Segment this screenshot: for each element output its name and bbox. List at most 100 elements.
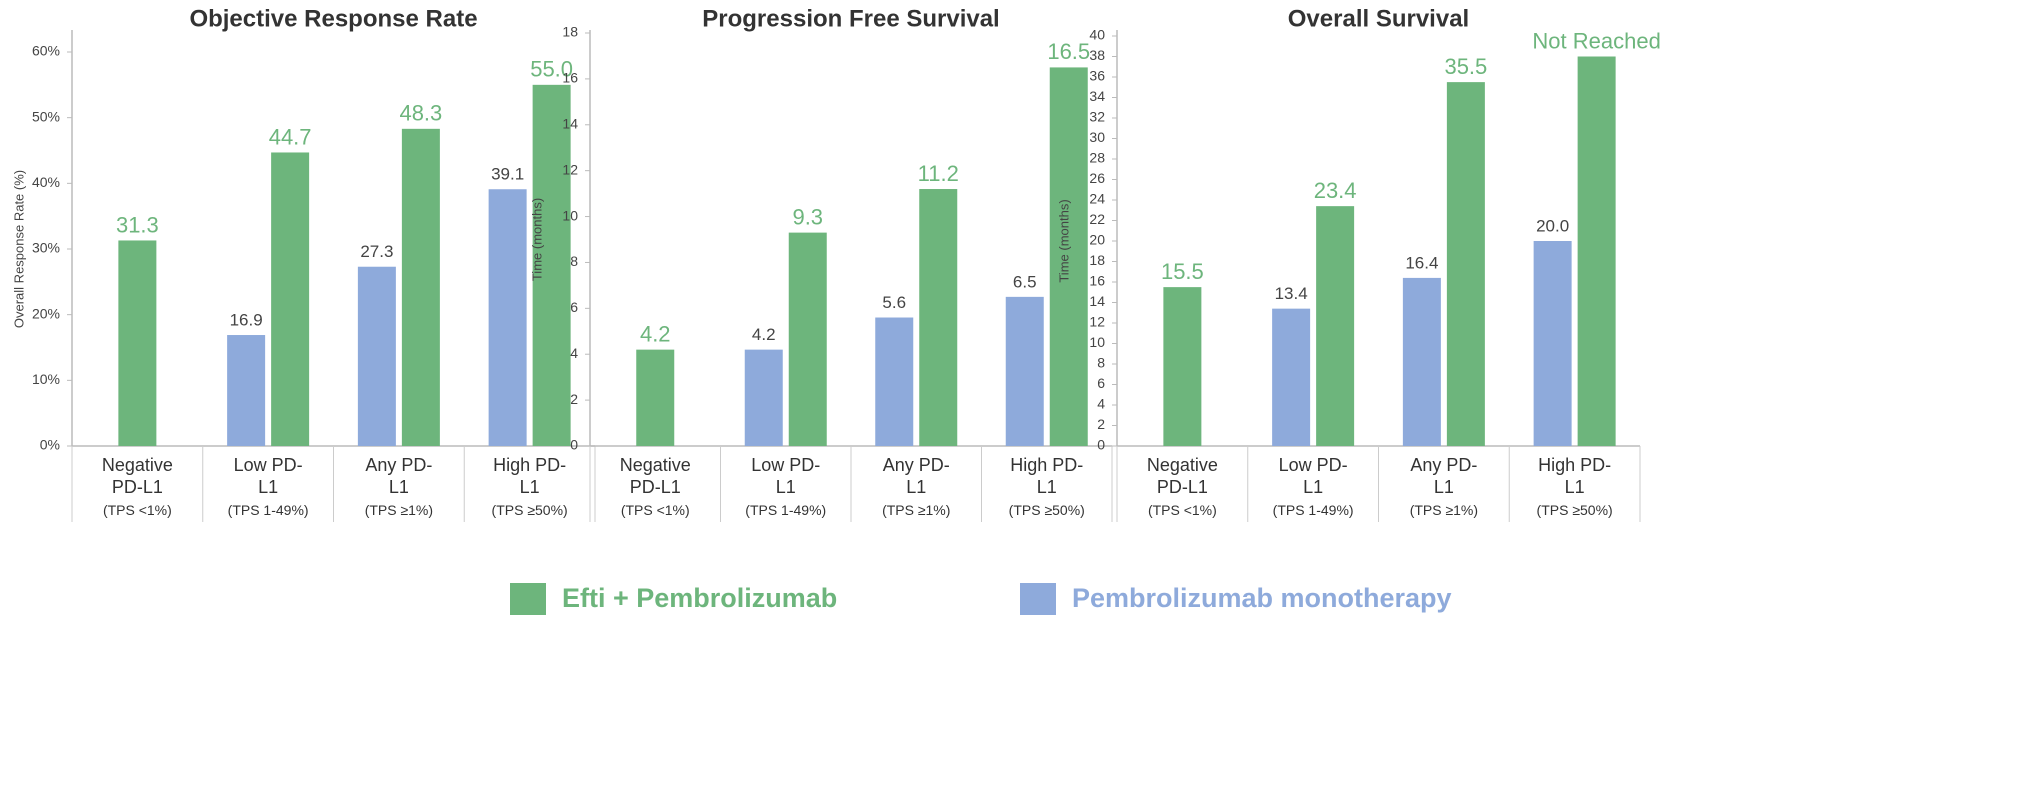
y-tick-label: 12 [1089, 314, 1105, 330]
value-label: 4.2 [640, 321, 671, 346]
y-tick-label: 14 [1089, 293, 1105, 309]
bar [1163, 287, 1202, 446]
bar [357, 266, 396, 446]
bar [118, 240, 157, 446]
category-note: (TPS ≥1%) [882, 502, 951, 518]
value-label: 35.5 [1444, 54, 1487, 79]
x-tick-label: Low PD-L1 (TPS 1-49%) [1248, 454, 1379, 520]
x-tick-label: High PD-L1 (TPS ≥50%) [1509, 454, 1640, 520]
category-note: (TPS ≥1%) [364, 502, 434, 518]
value-label: 15.5 [1161, 259, 1204, 284]
category-name: Any PD-L1 [365, 455, 433, 497]
y-tick-label: 60% [32, 43, 60, 59]
x-tick-label: Negative PD-L1 (TPS <1%) [72, 454, 203, 520]
value-label: 9.3 [792, 204, 823, 229]
value-label: 16.5 [1047, 39, 1090, 64]
value-label: 55.0 [530, 57, 573, 82]
y-axis-label: Time (months) [1056, 199, 1071, 282]
category-name: Any PD-L1 [882, 455, 950, 497]
y-tick-label: 20% [32, 305, 60, 321]
bar [1402, 277, 1441, 446]
y-axis-label: Time (months) [529, 198, 544, 281]
y-tick-label: 0 [570, 437, 578, 453]
category-note: (TPS 1-49%) [745, 502, 827, 518]
x-tick-label: Low PD-L1 (TPS 1-49%) [721, 454, 852, 520]
bar [1446, 82, 1485, 446]
y-tick-label: 28 [1089, 150, 1105, 166]
value-label: 20.0 [1536, 216, 1569, 235]
y-tick-label: 30% [32, 240, 60, 256]
y-tick-label: 26 [1089, 170, 1105, 186]
category-name: High PD-L1 [493, 455, 567, 497]
y-tick-label: 16 [562, 70, 578, 86]
category-name: Negative PD-L1 [101, 455, 173, 497]
bar [271, 152, 310, 446]
value-label: 13.4 [1275, 284, 1308, 303]
bar [401, 128, 440, 446]
category-note: (TPS <1%) [102, 502, 172, 518]
legend-label: Pembrolizumab monotherapy [1072, 583, 1452, 613]
category-name: High PD-L1 [1010, 455, 1084, 497]
bar [1577, 56, 1616, 446]
value-label: Not Reached [1532, 28, 1660, 53]
category-note: (TPS <1%) [1147, 502, 1217, 518]
category-note: (TPS ≥50%) [1008, 502, 1085, 518]
category-note: (TPS ≥1%) [1409, 502, 1479, 518]
y-tick-label: 16 [1089, 273, 1105, 289]
chart-title: Overall Survival [1288, 5, 1469, 32]
y-tick-label: 38 [1089, 47, 1105, 63]
y-tick-label: 20 [1089, 232, 1105, 248]
y-tick-label: 14 [562, 115, 578, 131]
x-tick-label: High PD-L1 (TPS ≥50%) [982, 454, 1113, 520]
y-axis-label: Overall Response Rate (%) [11, 170, 26, 328]
category-name: Negative PD-L1 [619, 455, 691, 497]
x-tick-label: Any PD-L1 (TPS ≥1%) [851, 454, 982, 520]
value-label: 4.2 [752, 325, 776, 344]
bar [788, 232, 827, 446]
value-label: 11.2 [918, 161, 959, 186]
x-tick-label: Any PD-L1 (TPS ≥1%) [334, 454, 465, 520]
y-tick-label: 8 [570, 253, 578, 269]
bar [488, 189, 527, 446]
y-tick-label: 18 [1089, 252, 1105, 268]
category-note: (TPS ≥50%) [1536, 502, 1613, 518]
x-tick-label: Negative PD-L1 (TPS <1%) [1117, 454, 1248, 520]
category-note: (TPS <1%) [620, 502, 690, 518]
y-tick-label: 50% [32, 108, 60, 124]
bar [227, 335, 266, 446]
bar [1272, 308, 1311, 446]
y-tick-label: 10% [32, 371, 60, 387]
value-label: 6.5 [1013, 272, 1037, 291]
legend-swatch [1020, 583, 1056, 615]
x-tick-label: Any PD-L1 (TPS ≥1%) [1379, 454, 1510, 520]
value-label: 27.3 [360, 242, 393, 261]
y-tick-label: 4 [1097, 396, 1105, 412]
y-tick-label: 36 [1089, 68, 1105, 84]
value-label: 48.3 [399, 101, 442, 126]
chart-title: Progression Free Survival [702, 5, 999, 32]
value-label: 39.1 [491, 165, 524, 184]
category-note: (TPS 1-49%) [1272, 502, 1354, 518]
value-label: 44.7 [269, 124, 312, 149]
y-tick-label: 24 [1089, 191, 1105, 207]
y-tick-label: 40% [32, 174, 60, 190]
x-tick-label: Low PD-L1 (TPS 1-49%) [203, 454, 334, 520]
y-tick-label: 34 [1089, 88, 1105, 104]
y-tick-label: 4 [570, 345, 578, 361]
y-tick-label: 2 [1097, 416, 1105, 432]
category-note: (TPS ≥50%) [491, 502, 568, 518]
category-name: Low PD-L1 [233, 455, 303, 497]
legend-label: Efti + Pembrolizumab [562, 583, 837, 613]
bar [532, 84, 571, 446]
bar [1533, 241, 1572, 446]
bar [919, 189, 958, 446]
bar [744, 349, 783, 446]
y-tick-label: 8 [1097, 355, 1105, 371]
y-tick-label: 12 [562, 161, 578, 177]
bar [1049, 67, 1088, 447]
y-tick-label: 0 [1097, 437, 1105, 453]
category-name: Negative PD-L1 [1146, 455, 1218, 497]
chart-title: Objective Response Rate [189, 5, 477, 32]
bar [1005, 296, 1044, 446]
